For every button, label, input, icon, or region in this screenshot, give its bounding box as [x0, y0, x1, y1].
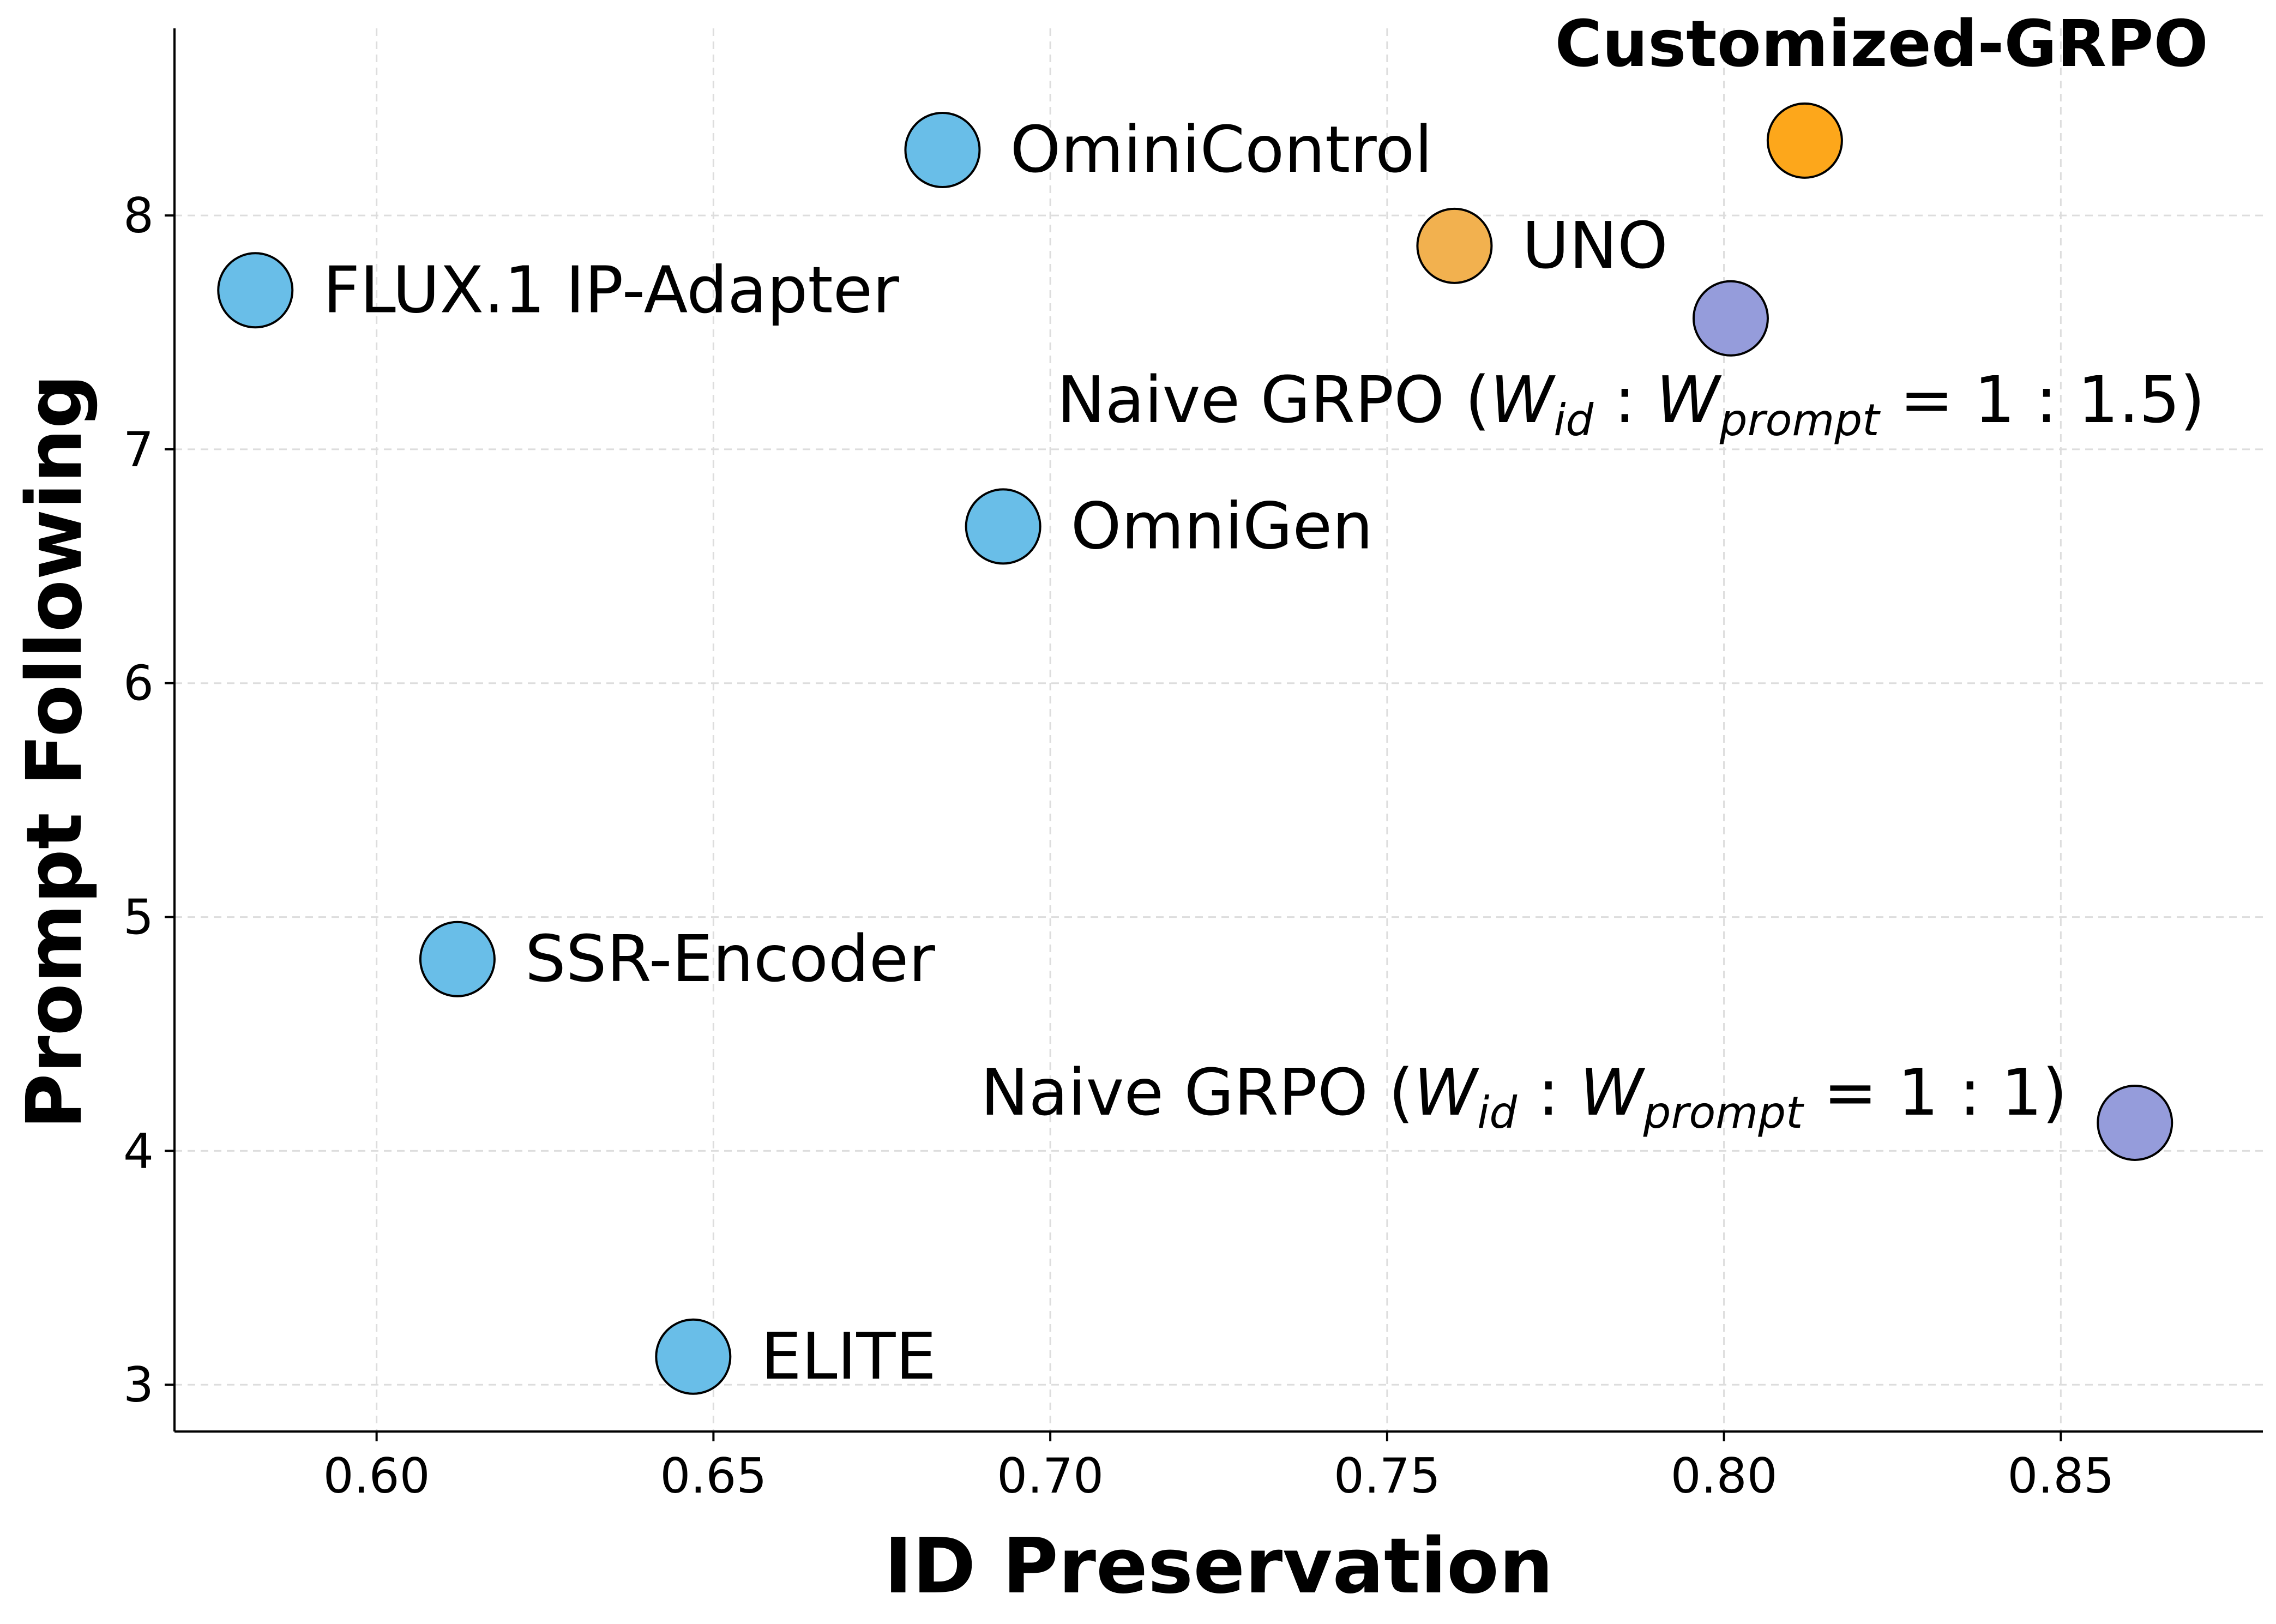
- point-marker: [1416, 207, 1493, 284]
- y-tick-label: 6: [123, 655, 154, 712]
- y-tick-label: 4: [123, 1123, 154, 1179]
- x-ticks: 0.60 0.65 0.70 0.75 0.80 0.85: [323, 1431, 2114, 1504]
- point-label-ratio: 1 : 1.5: [1974, 362, 2180, 437]
- point-marker: [655, 1318, 732, 1395]
- point-label: OmniGen: [1071, 488, 1373, 563]
- x-tick-label: 0.65: [660, 1448, 767, 1504]
- y-axis-title: Prompt Following: [10, 374, 99, 1129]
- y-tick-label: 3: [123, 1357, 154, 1413]
- point-marker: [1766, 102, 1843, 179]
- point-marker: [965, 488, 1041, 565]
- data-points: [217, 102, 2173, 1395]
- x-tick-label: 0.75: [1334, 1448, 1441, 1504]
- x-tick-label: 0.80: [1671, 1448, 1778, 1504]
- point-label: Naive GRPO (Wid : Wprompt = 1 : 1.5): [1057, 362, 2205, 446]
- grid: [174, 28, 2263, 1431]
- point-marker: [217, 252, 294, 329]
- x-tick-label: 0.60: [323, 1448, 430, 1504]
- point-marker: [904, 111, 981, 188]
- point-marker: [419, 921, 496, 997]
- point-marker: [1692, 280, 1769, 357]
- point-label: Naive GRPO (Wid : Wprompt = 1 : 1): [980, 1055, 2067, 1138]
- point-label-name: Naive GRPO (: [980, 1055, 1413, 1130]
- point-label-name: Naive GRPO (: [1057, 362, 1490, 437]
- point-label: SSR-Encoder: [525, 921, 936, 996]
- axes: [173, 28, 2263, 1433]
- x-tick-label: 0.85: [2007, 1448, 2114, 1504]
- point-label-ratio: 1 : 1: [1898, 1055, 2042, 1130]
- point-label: ELITE: [761, 1319, 936, 1394]
- x-tick-label: 0.70: [997, 1448, 1104, 1504]
- point-label: UNO: [1522, 208, 1668, 283]
- point-labels: FLUX.1 IP-Adapter OminiControl OmniGen SSR-…: [323, 6, 2208, 1394]
- point-marker: [2097, 1084, 2173, 1161]
- point-label: OminiControl: [1010, 112, 1432, 187]
- y-ticks: 3 4 5 6 7 8: [123, 188, 174, 1413]
- point-label: FLUX.1 IP-Adapter: [323, 252, 899, 327]
- y-tick-label: 5: [123, 889, 154, 946]
- point-label: Customized-GRPO: [1555, 6, 2208, 81]
- y-tick-label: 7: [123, 422, 154, 478]
- x-axis-title: ID Preservation: [884, 1522, 1553, 1611]
- y-tick-label: 8: [123, 188, 154, 244]
